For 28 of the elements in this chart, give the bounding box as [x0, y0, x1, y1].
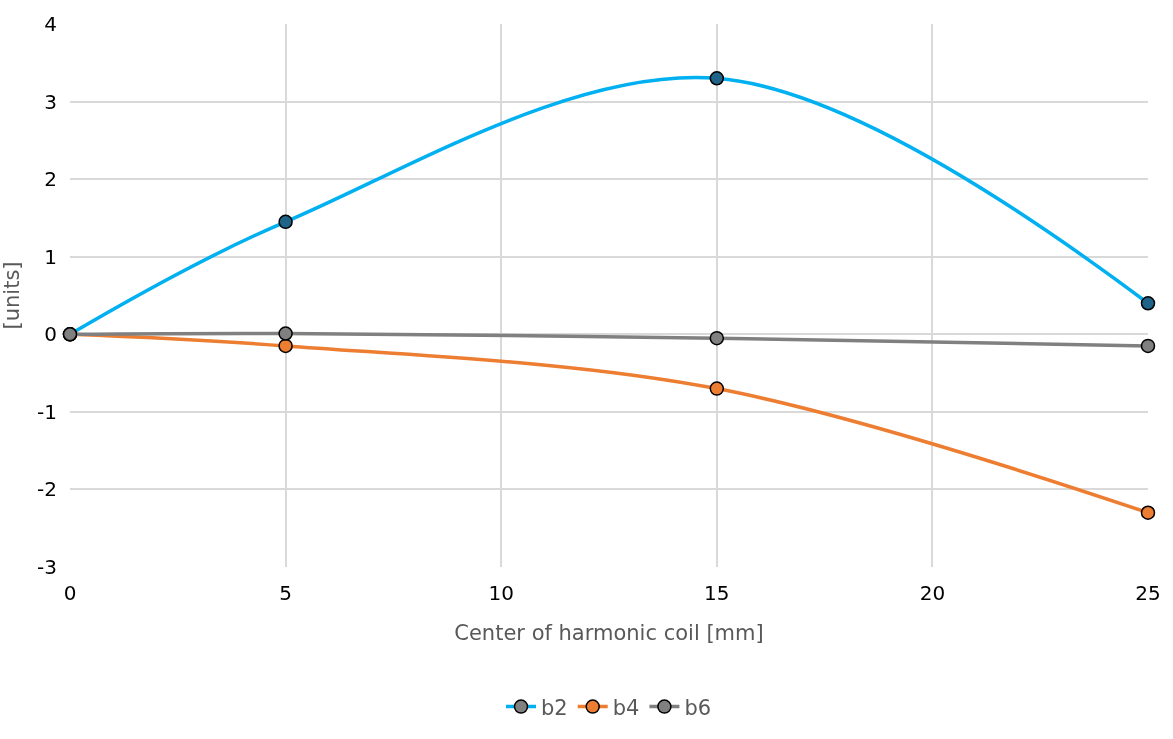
point: [709, 71, 725, 86]
x-tick-label: 15: [704, 581, 730, 605]
y-tick-label: 3: [44, 89, 57, 114]
x-tick-label: 10: [488, 581, 514, 605]
point: [709, 381, 725, 396]
x-tick-label: 20: [919, 581, 946, 605]
point: [1140, 505, 1156, 520]
y-axis-title: [units]: [0, 261, 24, 330]
point: [278, 214, 293, 230]
y-tick-label: 4: [44, 12, 57, 36]
y-tick-label: 0: [44, 322, 57, 347]
legend-label: b2: [541, 695, 568, 720]
x-tick-label: 25: [1135, 581, 1161, 605]
x-axis-title: Center of harmonic coil [mm]: [454, 621, 764, 645]
x-tick-label: 5: [279, 581, 292, 605]
point: [1140, 296, 1156, 311]
y-tick-label: 2: [44, 167, 57, 192]
y-tick-label: 1: [44, 244, 57, 269]
y-tick-label: -1: [37, 399, 57, 424]
legend-label: b6: [684, 695, 712, 720]
y-tick-label: -3: [37, 555, 57, 579]
point: [1140, 338, 1156, 354]
point: [278, 338, 293, 354]
legend-label: b4: [612, 695, 640, 720]
y-tick-label: -2: [37, 477, 57, 502]
x-tick-label: 0: [63, 581, 77, 605]
point: [278, 326, 293, 341]
point: [709, 330, 725, 346]
